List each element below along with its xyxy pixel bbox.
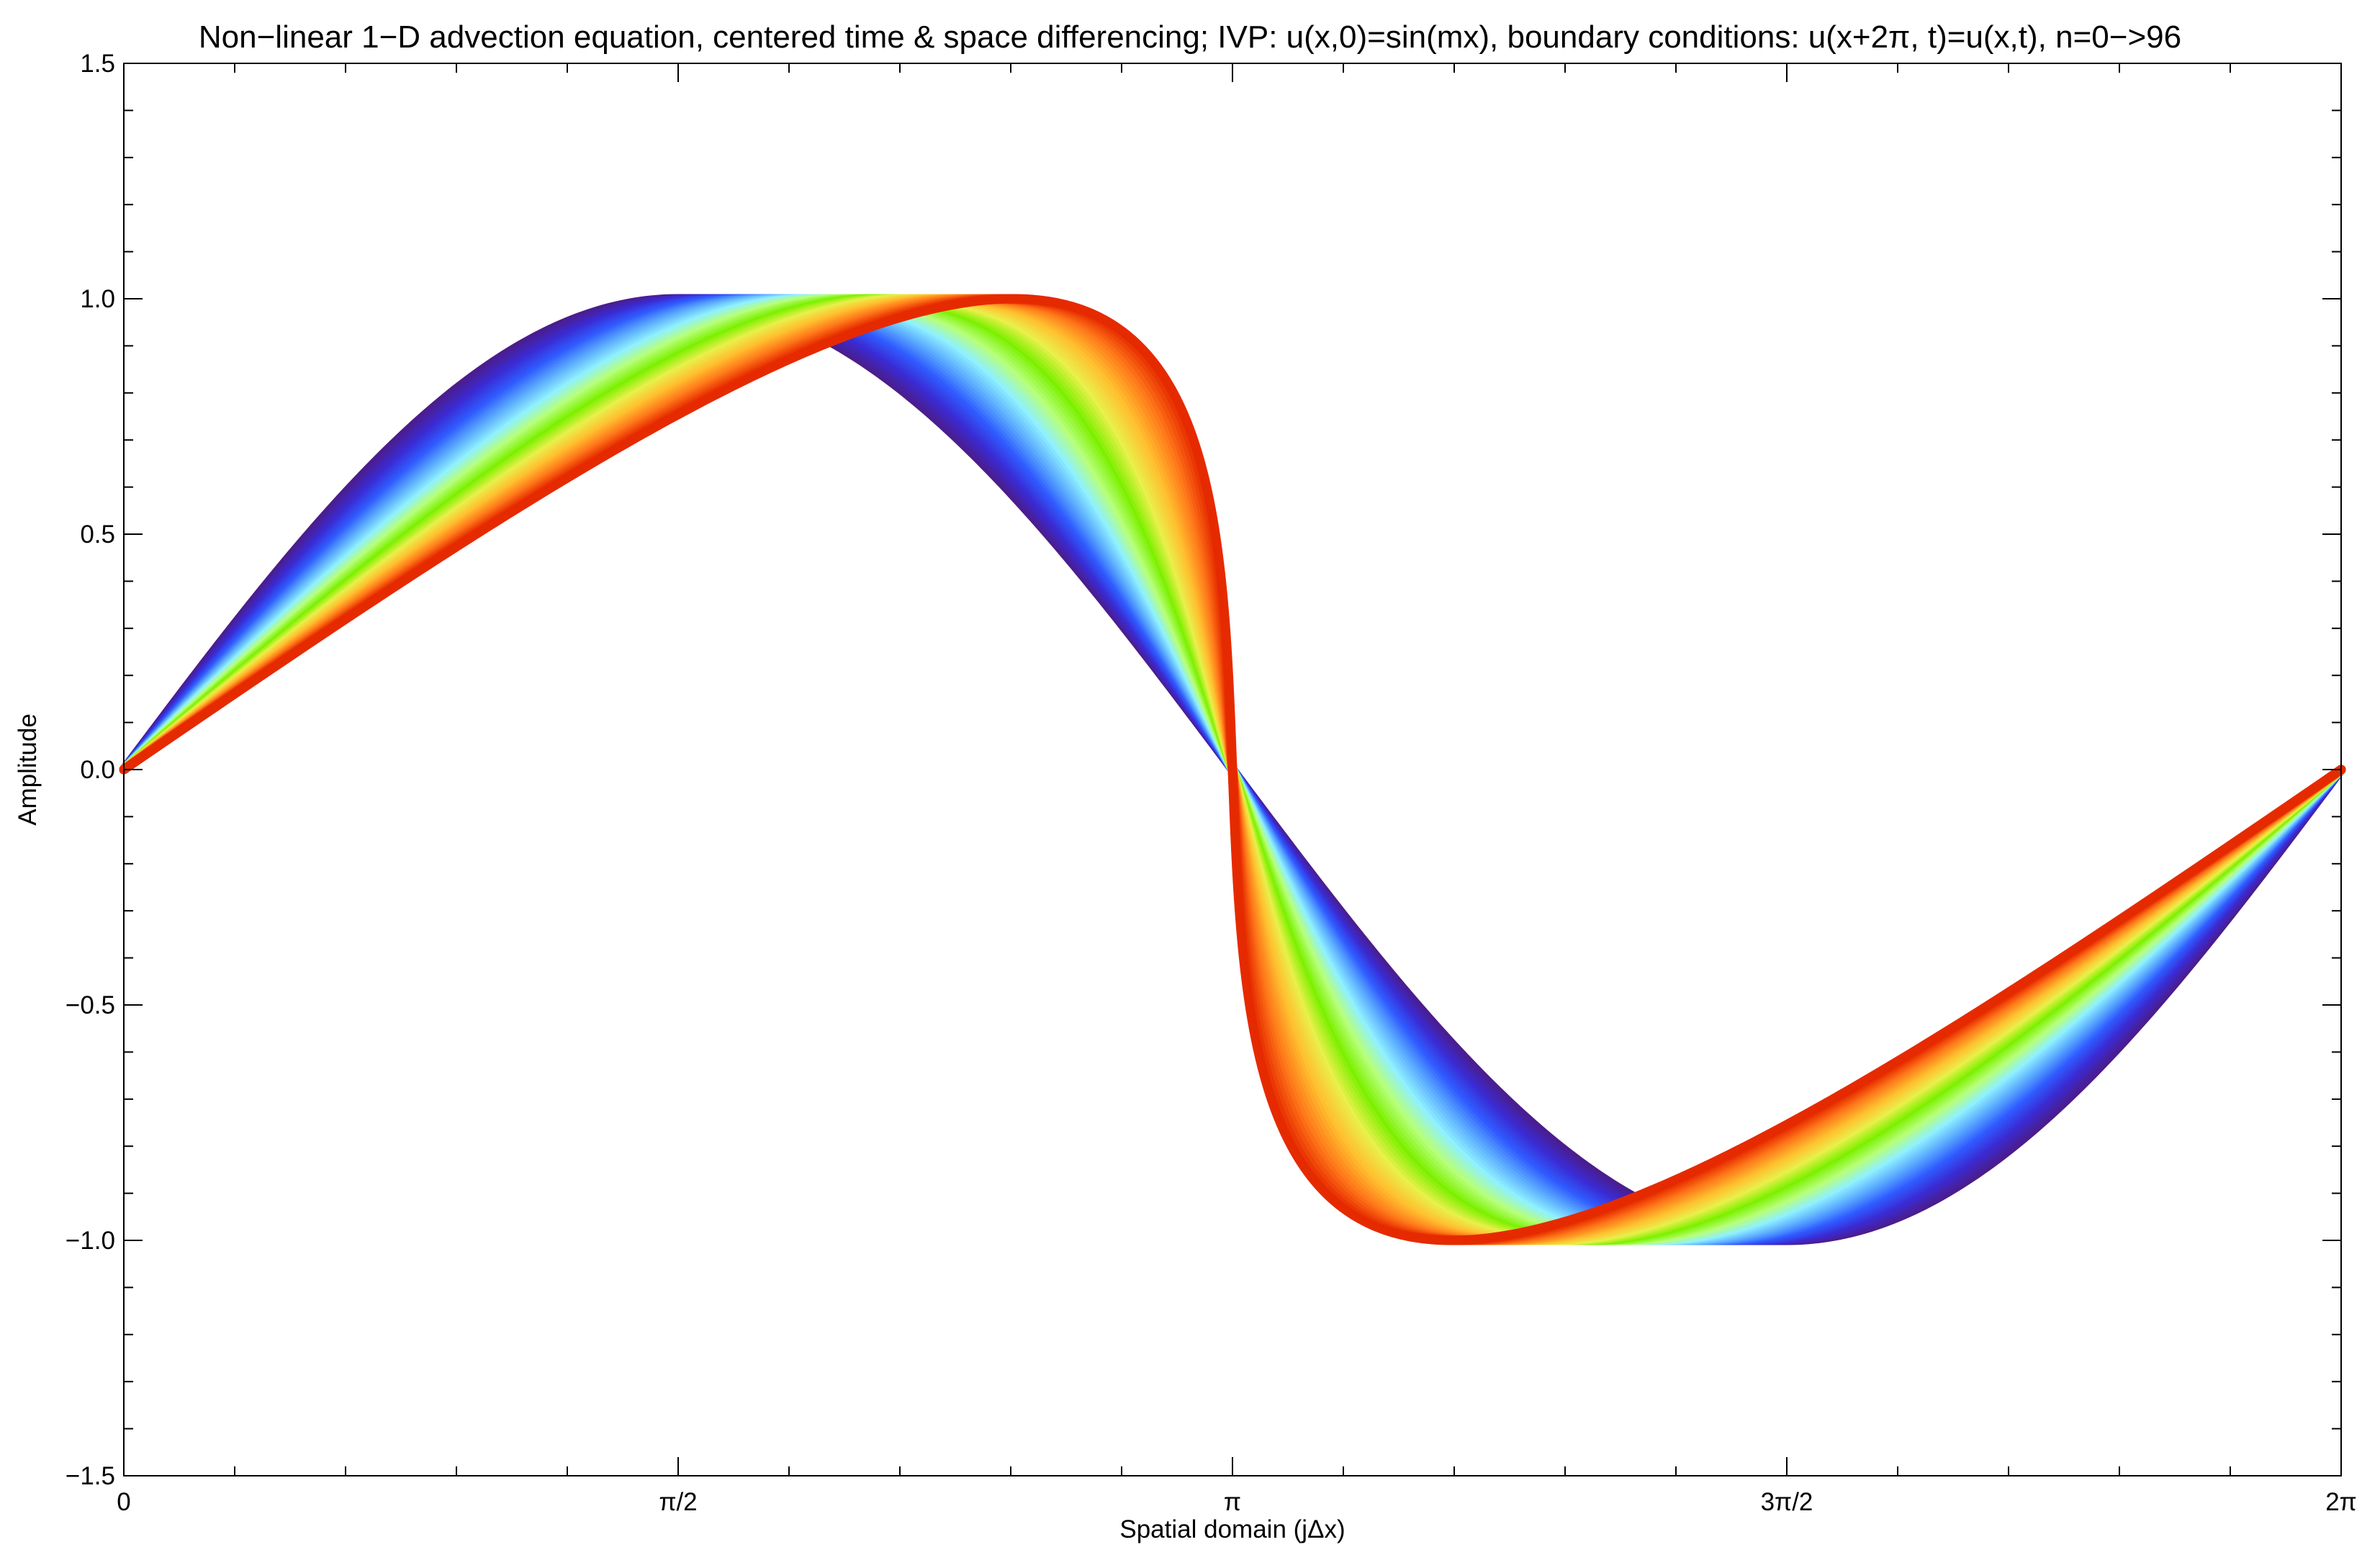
y-tick-label-3: 0.0 — [80, 756, 115, 784]
x-tick-label-3: 3π/2 — [1761, 1488, 1813, 1516]
x-tick-label-1: π/2 — [659, 1488, 697, 1516]
y-tick-label-6: 1.5 — [80, 50, 115, 78]
tick-label-layer: −1.5 −1.0 −0.5 0.0 0.5 1.0 1.5 0 π/2 π 3π/2 2π — [66, 50, 2357, 1516]
chart-title: Non−linear 1−D advection equation, cente… — [199, 19, 2181, 55]
series-layer — [119, 294, 2346, 1245]
x-tick-label-4: 2π — [2325, 1488, 2357, 1516]
y-tick-label-5: 1.0 — [80, 285, 115, 313]
y-tick-label-4: 0.5 — [80, 520, 115, 549]
x-axis-label: Spatial domain (jΔx) — [1119, 1515, 1345, 1543]
y-tick-label-0: −1.5 — [66, 1462, 115, 1490]
x-tick-label-2: π — [1224, 1488, 1241, 1516]
y-tick-label-2: −0.5 — [66, 991, 115, 1019]
x-tick-label-0: 0 — [117, 1488, 130, 1516]
y-tick-label-1: −1.0 — [66, 1227, 115, 1255]
series-line-60 — [119, 294, 2346, 1245]
tick-layer — [123, 63, 2342, 1476]
y-axis-label: Amplitude — [14, 713, 42, 826]
